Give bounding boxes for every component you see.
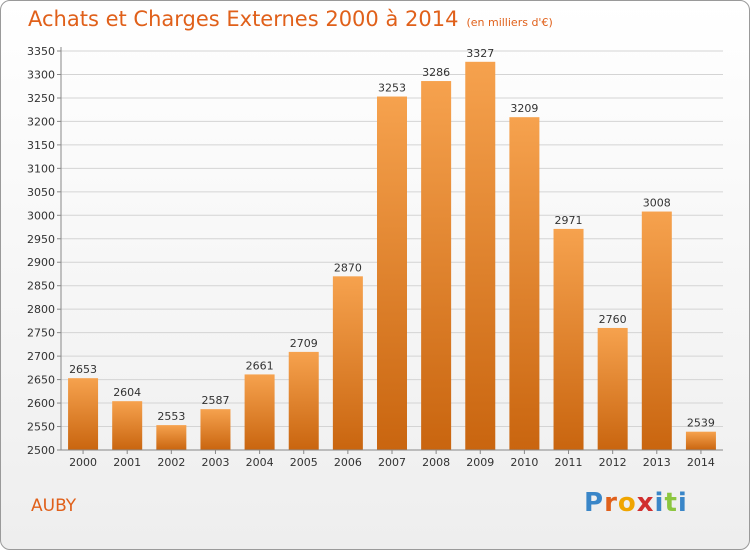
value-label: 2604 <box>113 386 141 399</box>
value-label: 2760 <box>599 313 627 326</box>
x-tick-label: 2012 <box>599 456 627 469</box>
x-tick-label: 2006 <box>334 456 362 469</box>
value-label: 3327 <box>466 47 494 60</box>
bar <box>332 276 363 450</box>
bar <box>509 117 540 450</box>
logo-letter: P <box>584 488 605 518</box>
y-tick-label: 2800 <box>27 303 55 316</box>
value-label: 3253 <box>378 82 406 95</box>
y-tick-label: 2850 <box>27 280 55 293</box>
x-tick-label: 2003 <box>201 456 229 469</box>
logo-letter: i <box>677 488 688 518</box>
logo-letter: o <box>617 488 637 518</box>
bars <box>68 61 716 450</box>
proxiti-logo: Proxiti <box>584 488 688 518</box>
value-label: 2553 <box>157 410 185 423</box>
y-tick-label: 3250 <box>27 92 55 105</box>
chart-subtitle: (en milliers d'€) <box>466 16 553 29</box>
value-label: 3286 <box>422 66 450 79</box>
x-tick-label: 2000 <box>69 456 97 469</box>
x-tick-label: 2002 <box>157 456 185 469</box>
x-tick-label: 2005 <box>290 456 318 469</box>
x-tick-label: 2009 <box>466 456 494 469</box>
logo-letter: i <box>654 488 665 518</box>
x-tick-label: 2008 <box>422 456 450 469</box>
chart-title: Achats et Charges Externes 2000 à 2014 <box>28 7 459 31</box>
value-label: 2971 <box>555 214 583 227</box>
y-tick-label: 3000 <box>27 209 55 222</box>
bar <box>244 374 275 450</box>
x-tick-label: 2013 <box>643 456 671 469</box>
bar <box>288 351 319 450</box>
y-tick-label: 2550 <box>27 421 55 434</box>
y-tick-label: 2700 <box>27 350 55 363</box>
y-tick-label: 2500 <box>27 444 55 457</box>
value-label: 3209 <box>510 102 538 115</box>
value-label: 2709 <box>290 337 318 350</box>
x-tick-label: 2001 <box>113 456 141 469</box>
y-tick-label: 2950 <box>27 233 55 246</box>
value-labels: 2653 2604 2553 2587 2661 2709 2870 3253 3286 3327… <box>69 47 715 430</box>
value-label: 2539 <box>687 417 715 430</box>
y-axis-ticks: 2500 2550 2600 2650 2700 2750 2800 2850 2900 2950… <box>27 45 61 457</box>
bar <box>465 61 496 450</box>
logo-letter: r <box>604 488 618 518</box>
value-label: 3008 <box>643 197 671 210</box>
commune-name: AUBY <box>31 496 77 516</box>
y-tick-label: 3200 <box>27 115 55 128</box>
y-tick-label: 3350 <box>27 45 55 58</box>
y-tick-label: 3100 <box>27 162 55 175</box>
bar <box>597 327 628 450</box>
axes <box>60 47 723 451</box>
x-tick-label: 2004 <box>246 456 274 469</box>
bar <box>685 431 716 450</box>
x-tick-label: 2007 <box>378 456 406 469</box>
title-block: Achats et Charges Externes 2000 à 2014 (e… <box>28 7 553 31</box>
y-tick-label: 2600 <box>27 397 55 410</box>
x-tick-label: 2010 <box>510 456 538 469</box>
bar <box>421 81 452 450</box>
bar <box>553 228 584 450</box>
y-tick-label: 2750 <box>27 327 55 340</box>
x-tick-label: 2014 <box>687 456 715 469</box>
logo-letter: t <box>664 488 678 518</box>
y-tick-label: 3050 <box>27 186 55 199</box>
value-label: 2661 <box>246 359 274 372</box>
bar <box>112 401 143 450</box>
logo-letter: x <box>636 488 655 518</box>
y-tick-label: 3150 <box>27 139 55 152</box>
value-label: 2587 <box>201 394 229 407</box>
y-tick-label: 3300 <box>27 68 55 81</box>
value-label: 2870 <box>334 261 362 274</box>
bar <box>641 211 672 450</box>
y-tick-label: 2900 <box>27 256 55 269</box>
bar <box>200 409 231 450</box>
x-axis-ticks: 2000 2001 2002 2003 2004 2005 2006 2007 2008 2009… <box>69 450 715 469</box>
x-tick-label: 2011 <box>555 456 583 469</box>
bar <box>68 378 99 450</box>
value-label: 2653 <box>69 363 97 376</box>
bar <box>377 96 407 450</box>
y-tick-label: 2650 <box>27 374 55 387</box>
bar <box>156 425 187 450</box>
